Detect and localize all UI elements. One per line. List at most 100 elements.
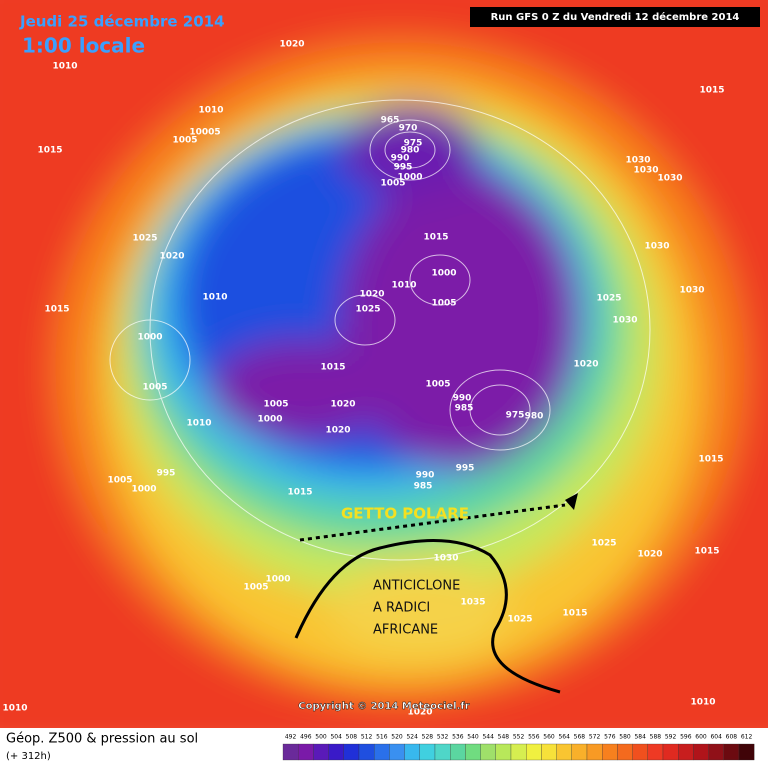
isobar-label: 1000 bbox=[397, 173, 422, 183]
isobar-label: 995 bbox=[394, 163, 413, 173]
legend-label: 576 bbox=[604, 734, 616, 741]
isobar-label: 1020 bbox=[279, 40, 304, 50]
legend-label: 520 bbox=[391, 734, 403, 741]
legend-swatch bbox=[434, 743, 451, 761]
isobar-label: 995 bbox=[456, 464, 475, 474]
isobar-label: 1020 bbox=[359, 290, 384, 300]
legend-swatch bbox=[693, 743, 709, 761]
isobar-label: 10005 bbox=[189, 128, 220, 138]
isobar-label: 1015 bbox=[37, 146, 62, 156]
legend-swatch bbox=[602, 743, 618, 761]
isobar-label: 980 bbox=[401, 146, 420, 156]
isobar-label: 1005 bbox=[431, 299, 456, 309]
isobar-label: 1015 bbox=[562, 609, 587, 619]
legend-label: 592 bbox=[665, 734, 677, 741]
isobar-label: 1015 bbox=[699, 86, 724, 96]
copyright: Copyright © 2014 Meteociel.fr bbox=[298, 701, 469, 712]
legend-swatch bbox=[708, 743, 724, 761]
isobar-label: 1030 bbox=[612, 316, 637, 326]
legend-swatch bbox=[343, 743, 360, 761]
run-box bbox=[470, 7, 760, 27]
anticyclone-label: AFRICANE bbox=[373, 623, 438, 638]
legend-swatch bbox=[328, 743, 344, 761]
legend-swatch bbox=[586, 743, 603, 761]
legend-label: 588 bbox=[650, 734, 662, 741]
legend-swatch bbox=[282, 743, 299, 761]
isobar-label: 1030 bbox=[679, 286, 704, 296]
isobar-label: 1020 bbox=[407, 708, 432, 718]
isobar-label: 990 bbox=[391, 154, 410, 164]
time: 1:00 locale bbox=[22, 34, 145, 58]
isobar-label: 1010 bbox=[198, 106, 223, 116]
legend-label: 584 bbox=[634, 734, 646, 741]
legend-label: 544 bbox=[482, 734, 494, 741]
legend-swatch bbox=[358, 743, 375, 761]
isobar-label: 1015 bbox=[423, 233, 448, 243]
isobar-label: 1020 bbox=[637, 550, 662, 560]
isobar-label: 1020 bbox=[573, 360, 598, 370]
legend-swatch bbox=[632, 743, 648, 761]
legend-swatch bbox=[617, 743, 633, 761]
isobar-labels: 1020101010101000510051015965970975980990… bbox=[2, 40, 724, 718]
legend-swatch bbox=[571, 743, 588, 761]
isobar-label: 1025 bbox=[507, 615, 532, 625]
isobar-label: 1000 bbox=[137, 333, 162, 343]
legend-label: 568 bbox=[574, 734, 586, 741]
isobar-label: 1005 bbox=[380, 179, 405, 189]
isobar-label: 1005 bbox=[263, 400, 288, 410]
isobar-label: 1010 bbox=[186, 419, 211, 429]
legend-label: 572 bbox=[589, 734, 601, 741]
isobar-label: 1015 bbox=[698, 455, 723, 465]
isobar-label: 1015 bbox=[44, 305, 69, 315]
run: Run GFS 0 Z du Vendredi 12 décembre 2014 bbox=[491, 11, 740, 23]
isobar-label: 970 bbox=[399, 124, 418, 134]
legend-swatch bbox=[480, 743, 496, 761]
isobar-label: 1010 bbox=[690, 698, 715, 708]
legend-label: 536 bbox=[452, 734, 464, 741]
isobars bbox=[109, 99, 651, 561]
isobar-label: 1030 bbox=[657, 174, 682, 184]
legend-label: 560 bbox=[543, 734, 555, 741]
isobar-label: 1025 bbox=[132, 234, 157, 244]
legend-label: 504 bbox=[330, 734, 342, 741]
legend-label: 508 bbox=[346, 734, 358, 741]
legend-label: 596 bbox=[680, 734, 692, 741]
legend-swatch bbox=[526, 743, 542, 761]
legend-label: 564 bbox=[558, 734, 570, 741]
isobar-label: 1020 bbox=[330, 400, 355, 410]
legend-label: 552 bbox=[513, 734, 525, 741]
isobar-label: 1020 bbox=[159, 252, 184, 262]
legend-label: 512 bbox=[361, 734, 373, 741]
legend-swatch bbox=[313, 743, 329, 761]
isobar-label: 1035 bbox=[460, 598, 485, 608]
isobar-label: 1030 bbox=[633, 166, 658, 176]
legend-swatch bbox=[298, 743, 314, 761]
isobar-label: 1015 bbox=[287, 488, 312, 498]
isobar-label: 1000 bbox=[431, 269, 456, 279]
legend-swatch bbox=[678, 743, 694, 761]
isobar-label: 1030 bbox=[644, 242, 669, 252]
isobar-label: 1010 bbox=[52, 62, 77, 72]
legend-swatch bbox=[738, 743, 755, 761]
isobar-label: 1030 bbox=[625, 156, 650, 166]
legend-label: 612 bbox=[741, 734, 753, 741]
legend-swatch bbox=[495, 743, 512, 761]
isobar-label: 1025 bbox=[596, 294, 621, 304]
legend-swatch bbox=[556, 743, 572, 761]
isobar-label: 1020 bbox=[325, 426, 350, 436]
footer-title: Géop. Z500 & pression au sol bbox=[6, 732, 198, 747]
legend: 492 496 500 504 508 512 516 520 524 528 532 536 540 5… bbox=[282, 734, 755, 761]
isobar-label: 1010 bbox=[2, 704, 27, 714]
legend-label: 516 bbox=[376, 734, 388, 741]
legend-swatch bbox=[404, 743, 420, 761]
isobar-label: 1005 bbox=[107, 476, 132, 486]
anticyclone-label: A RADICI bbox=[373, 601, 430, 616]
date: Jeudi 25 décembre 2014 bbox=[19, 13, 225, 31]
legend-swatch bbox=[510, 743, 527, 761]
isobar-label: 1005 bbox=[172, 136, 197, 146]
isobar-label: 1015 bbox=[694, 547, 719, 557]
isobar-label: 975 bbox=[506, 411, 525, 421]
legend-swatch bbox=[723, 743, 740, 761]
isobar-label: 990 bbox=[453, 394, 472, 404]
